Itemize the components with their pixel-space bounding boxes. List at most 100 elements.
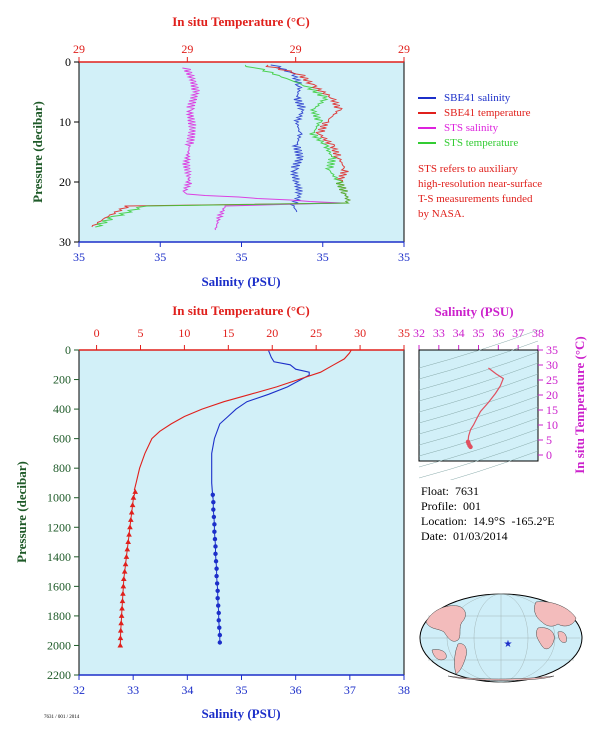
salinity-sample-marker xyxy=(214,573,219,579)
top-sal-tick-label: 35 xyxy=(398,250,410,264)
top-pressure-tick-label: 10 xyxy=(59,115,71,129)
ts-sal-tick-label: 32 xyxy=(413,326,425,340)
density-contour xyxy=(418,428,539,468)
density-contour xyxy=(449,450,539,480)
legend-label: STS temperature xyxy=(444,136,519,149)
salinity-sample-marker xyxy=(211,507,216,512)
ts-temp-tick-label: 15 xyxy=(546,403,558,417)
legend-swatch xyxy=(418,141,436,144)
top-sal-tick-label: 35 xyxy=(317,250,329,264)
float-location: Location: 14.9°S -165.2°E xyxy=(421,514,555,528)
temperature-sample-marker xyxy=(122,561,129,567)
salinity-sample-marker xyxy=(216,603,221,608)
main-sal-tick-label: 36 xyxy=(290,683,302,697)
ts-temp-tick-label: 10 xyxy=(546,418,558,432)
density-contour xyxy=(418,373,539,413)
top-pressure-axis-label: Pressure (decibar) xyxy=(30,101,45,203)
legend-swatch xyxy=(418,111,436,114)
main-pressure-tick-label: 800 xyxy=(53,461,71,475)
main-sal-tick-label: 35 xyxy=(236,683,248,697)
profile-number: Profile: 001 xyxy=(421,499,481,513)
temperature-sample-marker xyxy=(117,642,124,648)
ts-sal-tick-label: 34 xyxy=(453,326,465,340)
ts-sal-tick-label: 35 xyxy=(473,326,485,340)
top-temp-tick-label: 29 xyxy=(181,42,193,56)
main-sal-tick-label: 32 xyxy=(73,683,85,697)
main-temp-tick-label: 35 xyxy=(398,326,410,340)
sts-note-line: by NASA. xyxy=(418,208,465,220)
salinity-sample-marker xyxy=(216,618,221,623)
legend-item: STS temperature xyxy=(418,135,598,150)
ts-deep-point xyxy=(468,444,473,450)
top-series-line xyxy=(95,64,351,228)
legend-label: SBE41 temperature xyxy=(444,106,531,119)
salinity-sample-marker xyxy=(213,544,218,549)
temperature-sample-marker xyxy=(123,553,130,559)
main-sal-tick-label: 38 xyxy=(398,683,410,697)
float-location-marker: ★ xyxy=(504,639,513,650)
legend-swatch xyxy=(418,126,436,129)
salinity-sample-marker xyxy=(215,588,220,593)
top-pressure-tick-label: 20 xyxy=(59,175,71,189)
ts-temp-tick-label: 30 xyxy=(546,358,558,372)
legend-item: STS salinity xyxy=(418,120,598,135)
main-pressure-tick-label: 2000 xyxy=(47,638,71,652)
main-plot-area xyxy=(78,349,405,676)
main-salinity-axis-label: Salinity (PSU) xyxy=(201,706,280,721)
temperature-sample-marker xyxy=(119,598,126,604)
density-contour xyxy=(418,417,539,457)
temperature-sample-marker xyxy=(130,494,137,500)
main-pressure-tick-label: 1000 xyxy=(47,491,71,505)
temperature-profile-line xyxy=(133,349,352,491)
top-profile-chart: In situ Temperature (°C) 29 29 29 29 0 10 20 3… xyxy=(30,14,410,289)
sts-note-line: high-resolution near-surface xyxy=(418,178,543,190)
ts-sal-tick-label: 33 xyxy=(433,326,445,340)
ts-salinity-axis-label: Salinity (PSU) xyxy=(434,304,513,319)
main-temp-tick-label: 10 xyxy=(178,326,190,340)
salinity-sample-marker xyxy=(216,610,221,616)
main-temp-tick-label: 0 xyxy=(94,326,100,340)
temperature-sample-marker xyxy=(118,620,124,626)
salinity-sample-marker xyxy=(214,566,219,571)
main-pressure-tick-label: 0 xyxy=(65,343,71,357)
temperature-sample-marker xyxy=(120,583,127,589)
top-temp-tick-label: 29 xyxy=(290,42,302,56)
temperature-sample-marker xyxy=(132,488,139,494)
salinity-sample-marker xyxy=(217,640,223,645)
main-temp-tick-label: 30 xyxy=(354,326,366,340)
top-salinity-axis-label: Salinity (PSU) xyxy=(201,274,280,289)
ts-diagram: Salinity (PSU) 32 33 34 35 36 37 38 0510152025… xyxy=(413,304,587,480)
main-temperature-axis-label: In situ Temperature (°C) xyxy=(172,303,310,318)
temperature-sample-marker xyxy=(129,502,136,508)
salinity-sample-marker xyxy=(217,632,223,638)
salinity-sample-marker xyxy=(211,514,217,520)
main-pressure-tick-label: 1800 xyxy=(47,609,71,623)
ts-temp-tick-label: 0 xyxy=(546,448,552,462)
main-pressure-tick-label: 200 xyxy=(53,373,71,387)
main-temp-tick-label: 15 xyxy=(222,326,234,340)
salinity-sample-marker xyxy=(210,492,215,497)
top-temp-tick-label: 29 xyxy=(73,42,85,56)
main-temp-tick-label: 20 xyxy=(266,326,278,340)
main-pressure-tick-label: 1200 xyxy=(47,520,71,534)
legend-swatch xyxy=(418,96,436,99)
temperature-sample-marker xyxy=(124,546,131,552)
top-series-line xyxy=(270,64,306,213)
main-pressure-tick-label: 2200 xyxy=(47,668,71,682)
profile-date: Date: 01/03/2014 xyxy=(421,529,508,543)
main-pressure-axis-label: Pressure (decibar) xyxy=(14,461,29,563)
salinity-sample-marker xyxy=(213,551,218,557)
salinity-sample-marker xyxy=(212,522,217,527)
legend-label: SBE41 salinity xyxy=(444,91,511,104)
main-pressure-tick-label: 1600 xyxy=(47,579,71,593)
temperature-sample-marker xyxy=(117,635,124,641)
sts-note-line: T-S measurements funded xyxy=(418,193,533,205)
density-contour xyxy=(418,439,539,479)
density-contour xyxy=(418,384,539,424)
salinity-sample-marker xyxy=(215,595,220,601)
temperature-sample-marker xyxy=(121,568,128,574)
main-temp-tick-label: 25 xyxy=(310,326,322,340)
main-pressure-tick-label: 1400 xyxy=(47,550,71,564)
top-temp-tick-label: 29 xyxy=(398,42,410,56)
temperature-sample-marker xyxy=(120,590,126,596)
